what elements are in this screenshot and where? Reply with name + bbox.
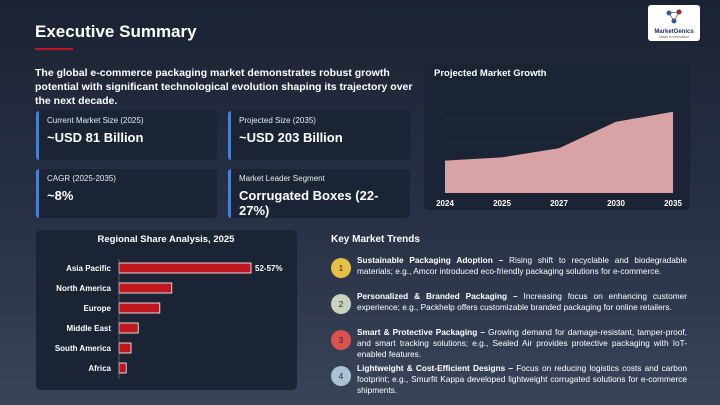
kpi-card: Projected Size (2035) ~USD 203 Billion: [228, 111, 410, 160]
trend-item: 4 Lightweight & Cost-Efficient Designs – …: [331, 363, 687, 396]
trend-heading: Lightweight & Cost-Efficient Designs –: [357, 363, 514, 373]
kpi-value: ~USD 81 Billion: [47, 130, 144, 145]
x-tick-label: 2035: [664, 199, 682, 208]
x-tick-label: 2024: [436, 199, 454, 208]
trend-body: Focus on reducing logistics costs and ca…: [357, 363, 687, 395]
kpi-label: Projected Size (2035): [239, 116, 316, 125]
y-tick-label: Asia Pacific: [66, 264, 111, 273]
y-tick-label: Africa: [88, 364, 111, 373]
x-tick-label: 2025: [493, 199, 511, 208]
kpi-value: ~USD 203 Billion: [239, 130, 343, 145]
trend-item: 3 Smart & Protective Packaging – Growing …: [331, 327, 687, 360]
bar: [118, 362, 127, 374]
trend-item: 2 Personalized & Branded Packaging – Incr…: [331, 291, 687, 314]
logo-icon: [666, 9, 682, 24]
trend-item: 1 Sustainable Packaging Adoption – Rising…: [331, 255, 687, 278]
trend-heading: Smart & Protective Packaging –: [357, 327, 485, 337]
area-chart: Projected Market Growth 2024 2025 2027 2030 2…: [424, 63, 690, 210]
y-tick-label: North America: [56, 284, 111, 293]
trend-text: Sustainable Packaging Adoption – Rising …: [357, 255, 687, 277]
chart-title: Regional Share Analysis, 2025: [98, 234, 236, 245]
title: Executive Summary: [35, 22, 197, 41]
logo-tagline: Ideas in Innovation: [659, 35, 689, 39]
trend-heading: Personalized & Branded Packaging –: [357, 291, 518, 301]
trend-text: Lightweight & Cost-Efficient Designs – F…: [357, 363, 687, 396]
kpi-value: ~8%: [47, 188, 74, 203]
kpi-card: Current Market Size (2025) ~USD 81 Billio…: [36, 111, 217, 160]
title-underline: [35, 48, 73, 50]
kpi-card: Market Leader Segment Corrugated Boxes (2…: [228, 169, 410, 218]
kpi-value: Corrugated Boxes (22-27%): [239, 188, 379, 218]
bar-chart: Regional Share Analysis, 2025 Asia Pacifi…: [36, 230, 297, 390]
kpi-label: Current Market Size (2025): [47, 116, 144, 125]
bar: [118, 342, 132, 354]
area: [445, 111, 673, 193]
kpi-label: Market Leader Segment: [239, 174, 325, 183]
trend-body: Rising shift to recyclable and biodegrad…: [357, 255, 687, 276]
chart-title: Projected Market Growth: [434, 68, 547, 79]
bar: [118, 282, 173, 294]
trends-title: Key Market Trends: [331, 234, 420, 245]
kpi-card: CAGR (2025-2035) ~8%: [36, 169, 217, 218]
trend-text: Smart & Protective Packaging – Growing d…: [357, 327, 687, 360]
summary: The global e-commerce packaging market d…: [35, 67, 413, 107]
bar: [118, 302, 161, 314]
trend-number: 3: [331, 330, 351, 350]
trend-number: 1: [331, 258, 351, 278]
trend-body: Growing demand for damage-resistant, tam…: [357, 327, 687, 359]
logo-text: MarketGenics: [654, 29, 694, 35]
trend-heading: Sustainable Packaging Adoption –: [357, 255, 504, 265]
bar: [118, 262, 252, 274]
trend-text: Personalized & Branded Packaging – Incre…: [357, 291, 687, 313]
x-tick-label: 2030: [607, 199, 625, 208]
logo: MarketGenics Ideas in Innovation: [648, 5, 700, 41]
y-tick-label: Middle East: [67, 324, 112, 333]
y-tick-label: Europe: [83, 304, 111, 313]
x-tick-label: 2027: [550, 199, 568, 208]
trend-number: 2: [331, 294, 351, 314]
trend-body: Increasing focus on enhancing customer e…: [357, 291, 687, 312]
y-tick-label: South America: [55, 344, 112, 353]
kpi-label: CAGR (2025-2035): [47, 174, 116, 183]
trend-number: 4: [331, 366, 351, 386]
bar-annotation: 52-57%: [255, 264, 283, 273]
bar: [118, 322, 139, 334]
